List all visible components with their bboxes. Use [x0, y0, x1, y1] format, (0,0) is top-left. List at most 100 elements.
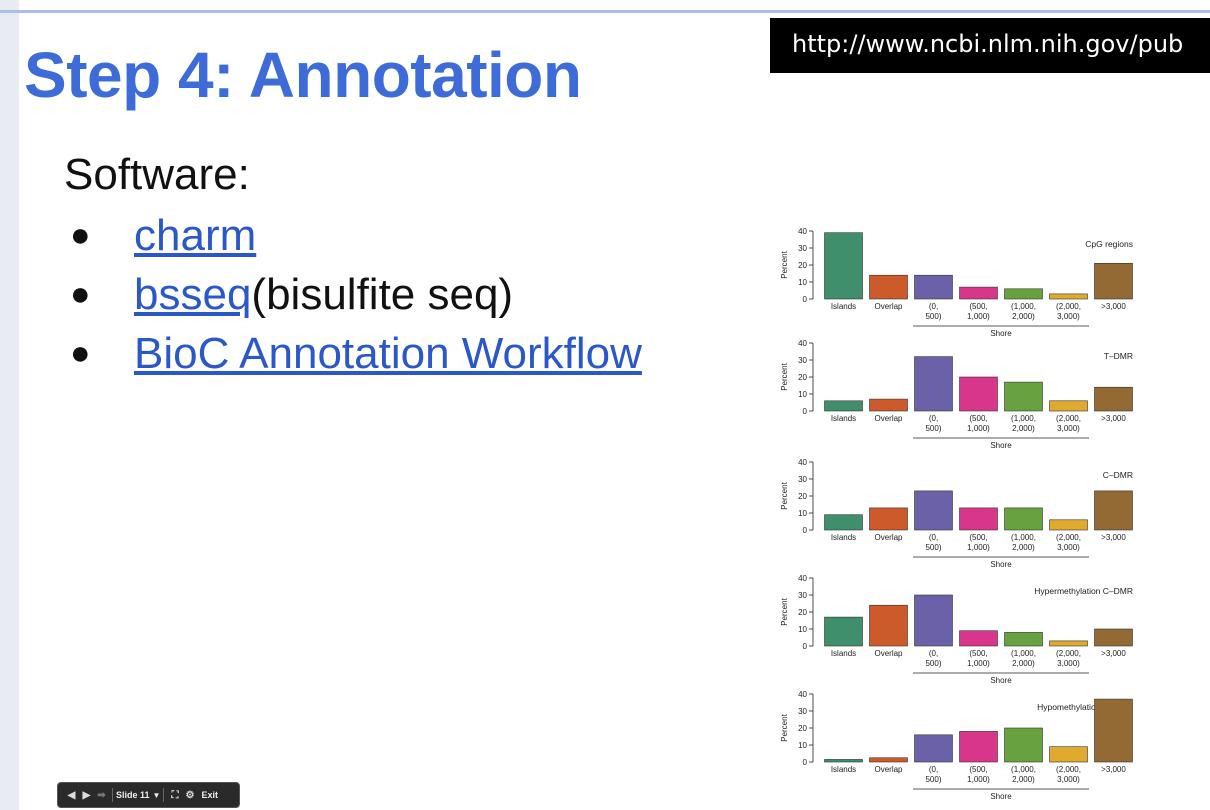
list-item: ● BioC Annotation Workflow [70, 324, 642, 383]
slide-label: Slide 11 [116, 790, 150, 800]
x-tick-label: 1,000) [967, 312, 990, 321]
x-tick-label: 2,000) [1012, 659, 1035, 668]
x-tick-label: 3,000) [1057, 775, 1080, 784]
y-tick-label: 40 [798, 690, 807, 699]
x-tick-label: 2,000) [1012, 775, 1035, 784]
x-tick-label: Overlap [874, 414, 903, 423]
bar-chart-panel: 0 10 20 30 40 Percent CpG regions Islands Overla… [780, 227, 1133, 338]
link-bioc-annotation-workflow[interactable]: BioC Annotation Workflow [134, 328, 642, 378]
next-arrow-icon[interactable]: ➡ [97, 789, 106, 801]
divider [163, 788, 165, 802]
top-accent-line [0, 10, 1210, 13]
x-tick-label: >3,000 [1101, 302, 1126, 311]
x-tick-label: (2,000, [1056, 414, 1081, 423]
x-tick-label: (2,000, [1056, 649, 1081, 658]
list-item: ● bsseq (bisulfite seq) [70, 265, 642, 324]
link-bsseq[interactable]: bsseq [134, 269, 252, 319]
bar [824, 514, 863, 531]
y-tick-label: 10 [798, 390, 807, 399]
x-tick-label: (0, [929, 414, 938, 423]
y-tick-label: 20 [798, 261, 807, 270]
prev-arrow-icon[interactable]: ◀ [67, 789, 76, 801]
bar [959, 731, 998, 763]
divider [112, 788, 113, 802]
x-tick-label: 2,000) [1012, 543, 1035, 552]
url-text[interactable]: http://www.ncbi.nlm.nih.gov/pub [792, 30, 1184, 58]
bar-chart-panel: 0 10 20 30 40 Percent Hypomethylation C–DMR Isl… [780, 690, 1133, 801]
y-tick-label: 0 [803, 758, 808, 767]
x-tick-label: (2,000, [1056, 533, 1081, 542]
chart-title: CpG regions [1085, 239, 1133, 249]
fullscreen-icon[interactable]: ⛶ [171, 789, 179, 801]
chart-title: Hypermethylation C–DMR [1034, 586, 1133, 596]
url-banner: http://www.ncbi.nlm.nih.gov/pub [770, 18, 1210, 73]
x-tick-label: (1,000, [1011, 765, 1036, 774]
bar [869, 757, 908, 763]
bar [959, 630, 998, 647]
exit-button[interactable]: Exit [201, 790, 218, 800]
x-tick-label: Islands [831, 533, 856, 542]
slide-controls: ◀ ▶ ➡ Slide 11 ▼ ⛶ ⚙ Exit [57, 782, 240, 808]
x-tick-label: 1,000) [967, 775, 990, 784]
bar [959, 376, 998, 412]
y-tick-label: 0 [803, 526, 808, 535]
bar [1004, 507, 1043, 531]
link-charm[interactable]: charm [134, 210, 257, 260]
y-tick-label: 30 [798, 475, 807, 484]
x-tick-label: 1,000) [967, 659, 990, 668]
play-icon[interactable]: ▶ [82, 789, 91, 801]
bar [1004, 727, 1043, 763]
bullet-icon: ● [70, 334, 91, 372]
bar-chart-panel: 0 10 20 30 40 Percent T–DMR Islands Overlap (0,50… [780, 339, 1133, 450]
bar [914, 490, 953, 531]
x-tick-label: (0, [929, 649, 938, 658]
y-axis-label: Percent [780, 362, 789, 390]
bar [1049, 746, 1088, 763]
y-tick-label: 20 [798, 724, 807, 733]
x-tick-label: >3,000 [1101, 414, 1126, 423]
x-tick-label: (500, [969, 414, 987, 423]
y-tick-label: 30 [798, 591, 807, 600]
bar [959, 286, 998, 300]
x-tick-label: >3,000 [1101, 649, 1126, 658]
x-tick-label: (500, [969, 302, 987, 311]
gear-icon[interactable]: ⚙ [185, 789, 195, 801]
x-tick-label: Islands [831, 765, 856, 774]
x-tick-label: (0, [929, 533, 938, 542]
y-axis-label: Percent [780, 250, 789, 278]
y-tick-label: 40 [798, 574, 807, 583]
annotation-bar-charts: 0 10 20 30 40 Percent CpG regions Islands Overla… [780, 227, 1133, 801]
bar [1094, 386, 1133, 412]
x-tick-label: (1,000, [1011, 533, 1036, 542]
x-tick-label: (1,000, [1011, 649, 1036, 658]
x-tick-label: 500) [925, 424, 941, 433]
y-axis-label: Percent [780, 597, 789, 625]
y-tick-label: 20 [798, 492, 807, 501]
x-tick-label: (2,000, [1056, 302, 1081, 311]
x-tick-label: 3,000) [1057, 543, 1080, 552]
bar [1094, 490, 1133, 531]
slide-selector[interactable]: Slide 11 ▼ [116, 790, 160, 800]
software-list: ● charm ● bsseq (bisulfite seq) ● BioC A… [70, 206, 642, 383]
y-tick-label: 10 [798, 278, 807, 287]
bar [1004, 632, 1043, 647]
x-tick-label: (1,000, [1011, 414, 1036, 423]
group-label: Shore [990, 441, 1012, 450]
x-tick-label: >3,000 [1101, 533, 1126, 542]
y-tick-label: 30 [798, 707, 807, 716]
x-tick-label: 500) [925, 659, 941, 668]
x-tick-label: 3,000) [1057, 659, 1080, 668]
chart-title: T–DMR [1104, 351, 1133, 361]
bar [914, 734, 953, 763]
dropdown-caret-icon: ▼ [152, 790, 161, 800]
bar [1049, 293, 1088, 300]
bar [914, 356, 953, 412]
x-tick-label: (2,000, [1056, 765, 1081, 774]
y-tick-label: 30 [798, 244, 807, 253]
y-tick-label: 10 [798, 741, 807, 750]
x-tick-label: Overlap [874, 533, 903, 542]
y-tick-label: 0 [803, 295, 808, 304]
x-tick-label: (500, [969, 765, 987, 774]
bar [1049, 400, 1088, 412]
group-label: Shore [990, 676, 1012, 685]
